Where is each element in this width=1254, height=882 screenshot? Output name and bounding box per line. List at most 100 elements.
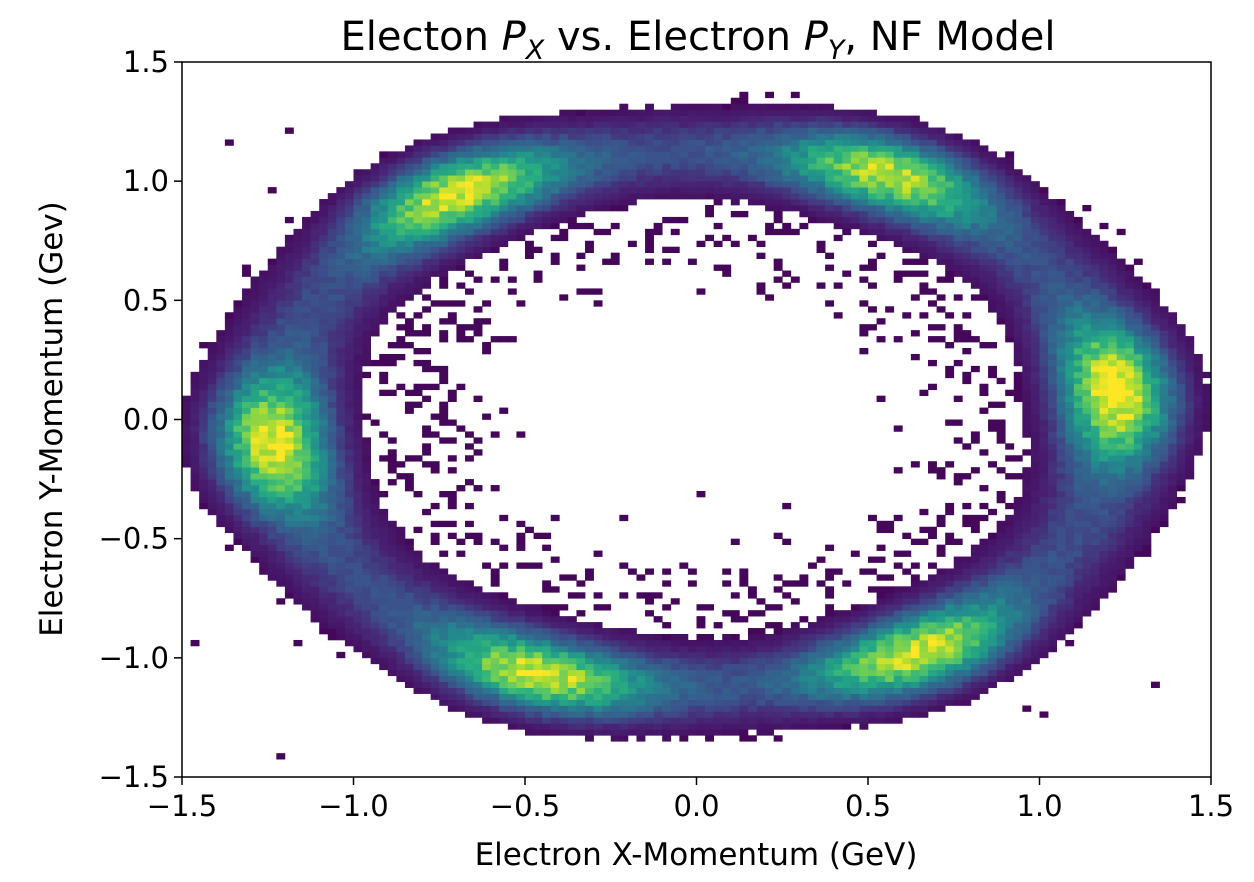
- heatmap-cell: [276, 479, 286, 486]
- heatmap-cell: [319, 568, 329, 575]
- heatmap-cell: [353, 491, 363, 498]
- heatmap-cell: [576, 657, 586, 665]
- heatmap-cell: [1005, 181, 1015, 188]
- heatmap-cell: [979, 288, 989, 295]
- heatmap-cell: [730, 663, 740, 671]
- heatmap-cell: [379, 389, 389, 397]
- heatmap-cell: [293, 508, 303, 516]
- heatmap-cell: [713, 193, 723, 200]
- heatmap-cell: [919, 610, 929, 617]
- heatmap-cell: [662, 181, 672, 188]
- heatmap-cell: [679, 634, 689, 641]
- heatmap-cell: [970, 193, 980, 200]
- heatmap-cell: [482, 610, 492, 617]
- heatmap-cell: [627, 175, 637, 182]
- heatmap-cell: [319, 604, 329, 611]
- heatmap-cell: [439, 205, 449, 212]
- heatmap-cell: [1013, 526, 1023, 534]
- heatmap-cell: [396, 473, 406, 480]
- heatmap-cell: [953, 651, 963, 659]
- heatmap-cell: [336, 395, 346, 402]
- heatmap-cell: [662, 568, 672, 575]
- heatmap-cell: [447, 169, 457, 176]
- heatmap-cell: [996, 592, 1006, 599]
- heatmap-cell: [379, 359, 389, 367]
- heatmap-cell: [413, 669, 423, 677]
- heatmap-cell: [979, 246, 989, 254]
- heatmap-cell: [310, 294, 320, 301]
- heatmap-cell: [722, 264, 732, 271]
- heatmap-cell: [250, 282, 260, 289]
- heatmap-cell: [379, 258, 389, 265]
- heatmap-cell: [456, 610, 466, 617]
- heatmap-cell: [387, 342, 397, 349]
- heatmap-cell: [473, 139, 483, 146]
- heatmap-cell: [404, 538, 414, 545]
- heatmap-cell: [1022, 324, 1032, 331]
- heatmap-cell: [233, 425, 243, 432]
- heatmap-cell: [893, 210, 903, 218]
- heatmap-cell: [1013, 353, 1023, 361]
- heatmap-cell: [216, 514, 226, 522]
- heatmap-cell: [602, 628, 612, 635]
- heatmap-cell: [233, 318, 243, 325]
- heatmap-cell: [533, 628, 543, 635]
- heatmap-cell: [868, 258, 877, 265]
- heatmap-cell: [953, 336, 963, 343]
- heatmap-cell: [799, 127, 809, 134]
- heatmap-cell: [756, 669, 766, 677]
- heatmap-cell: [370, 282, 380, 289]
- heatmap-cell: [593, 193, 603, 200]
- heatmap-cell: [953, 473, 963, 480]
- heatmap-cell: [404, 479, 414, 486]
- heatmap-cell: [473, 222, 483, 230]
- heatmap-cell: [585, 187, 594, 194]
- heatmap-cell: [567, 133, 577, 140]
- heatmap-cell: [1013, 181, 1023, 188]
- heatmap-cell: [464, 169, 474, 176]
- heatmap-cell: [602, 693, 612, 700]
- heatmap-cell: [679, 699, 689, 706]
- heatmap-cell: [722, 193, 732, 200]
- heatmap-cell: [490, 216, 500, 224]
- heatmap-cell: [490, 127, 500, 134]
- heatmap-cell: [190, 419, 200, 426]
- heatmap-cell: [850, 705, 860, 712]
- heatmap-cell: [988, 175, 997, 182]
- heatmap-cell: [267, 318, 277, 325]
- heatmap-cell: [499, 157, 509, 164]
- heatmap-cell: [936, 163, 946, 170]
- heatmap-cell: [953, 324, 963, 331]
- heatmap-cell: [910, 294, 920, 301]
- heatmap-cell: [284, 449, 294, 456]
- heatmap-cell: [353, 437, 363, 444]
- heatmap-cell: [499, 205, 509, 212]
- heatmap-cell: [893, 240, 903, 248]
- heatmap-cell: [456, 157, 466, 164]
- heatmap-cell: [1013, 371, 1023, 379]
- heatmap-cell: [885, 145, 895, 152]
- heatmap-cell: [387, 449, 397, 456]
- heatmap-cell: [593, 634, 603, 641]
- heatmap-cell: [713, 264, 723, 271]
- heatmap-cell: [344, 538, 354, 545]
- heatmap-cell: [456, 151, 466, 158]
- heatmap-cell: [250, 342, 260, 349]
- heatmap-cell: [782, 663, 792, 671]
- heatmap-cell: [439, 550, 449, 557]
- heatmap-cell: [893, 336, 903, 343]
- heatmap-cell: [404, 222, 414, 230]
- heatmap-cell: [962, 312, 972, 319]
- heatmap-cell: [876, 205, 886, 212]
- heatmap-cell: [387, 216, 397, 224]
- heatmap-cell: [1022, 598, 1032, 605]
- heatmap-cell: [439, 639, 449, 647]
- heatmap-cell: [353, 496, 363, 504]
- heatmap-cell: [713, 169, 723, 176]
- heatmap-cell: [679, 562, 689, 569]
- heatmap-cell: [344, 544, 354, 551]
- heatmap-cell: [996, 282, 1006, 289]
- heatmap-cell: [653, 699, 663, 706]
- heatmap-cell: [1005, 318, 1015, 325]
- heatmap-cell: [953, 240, 963, 248]
